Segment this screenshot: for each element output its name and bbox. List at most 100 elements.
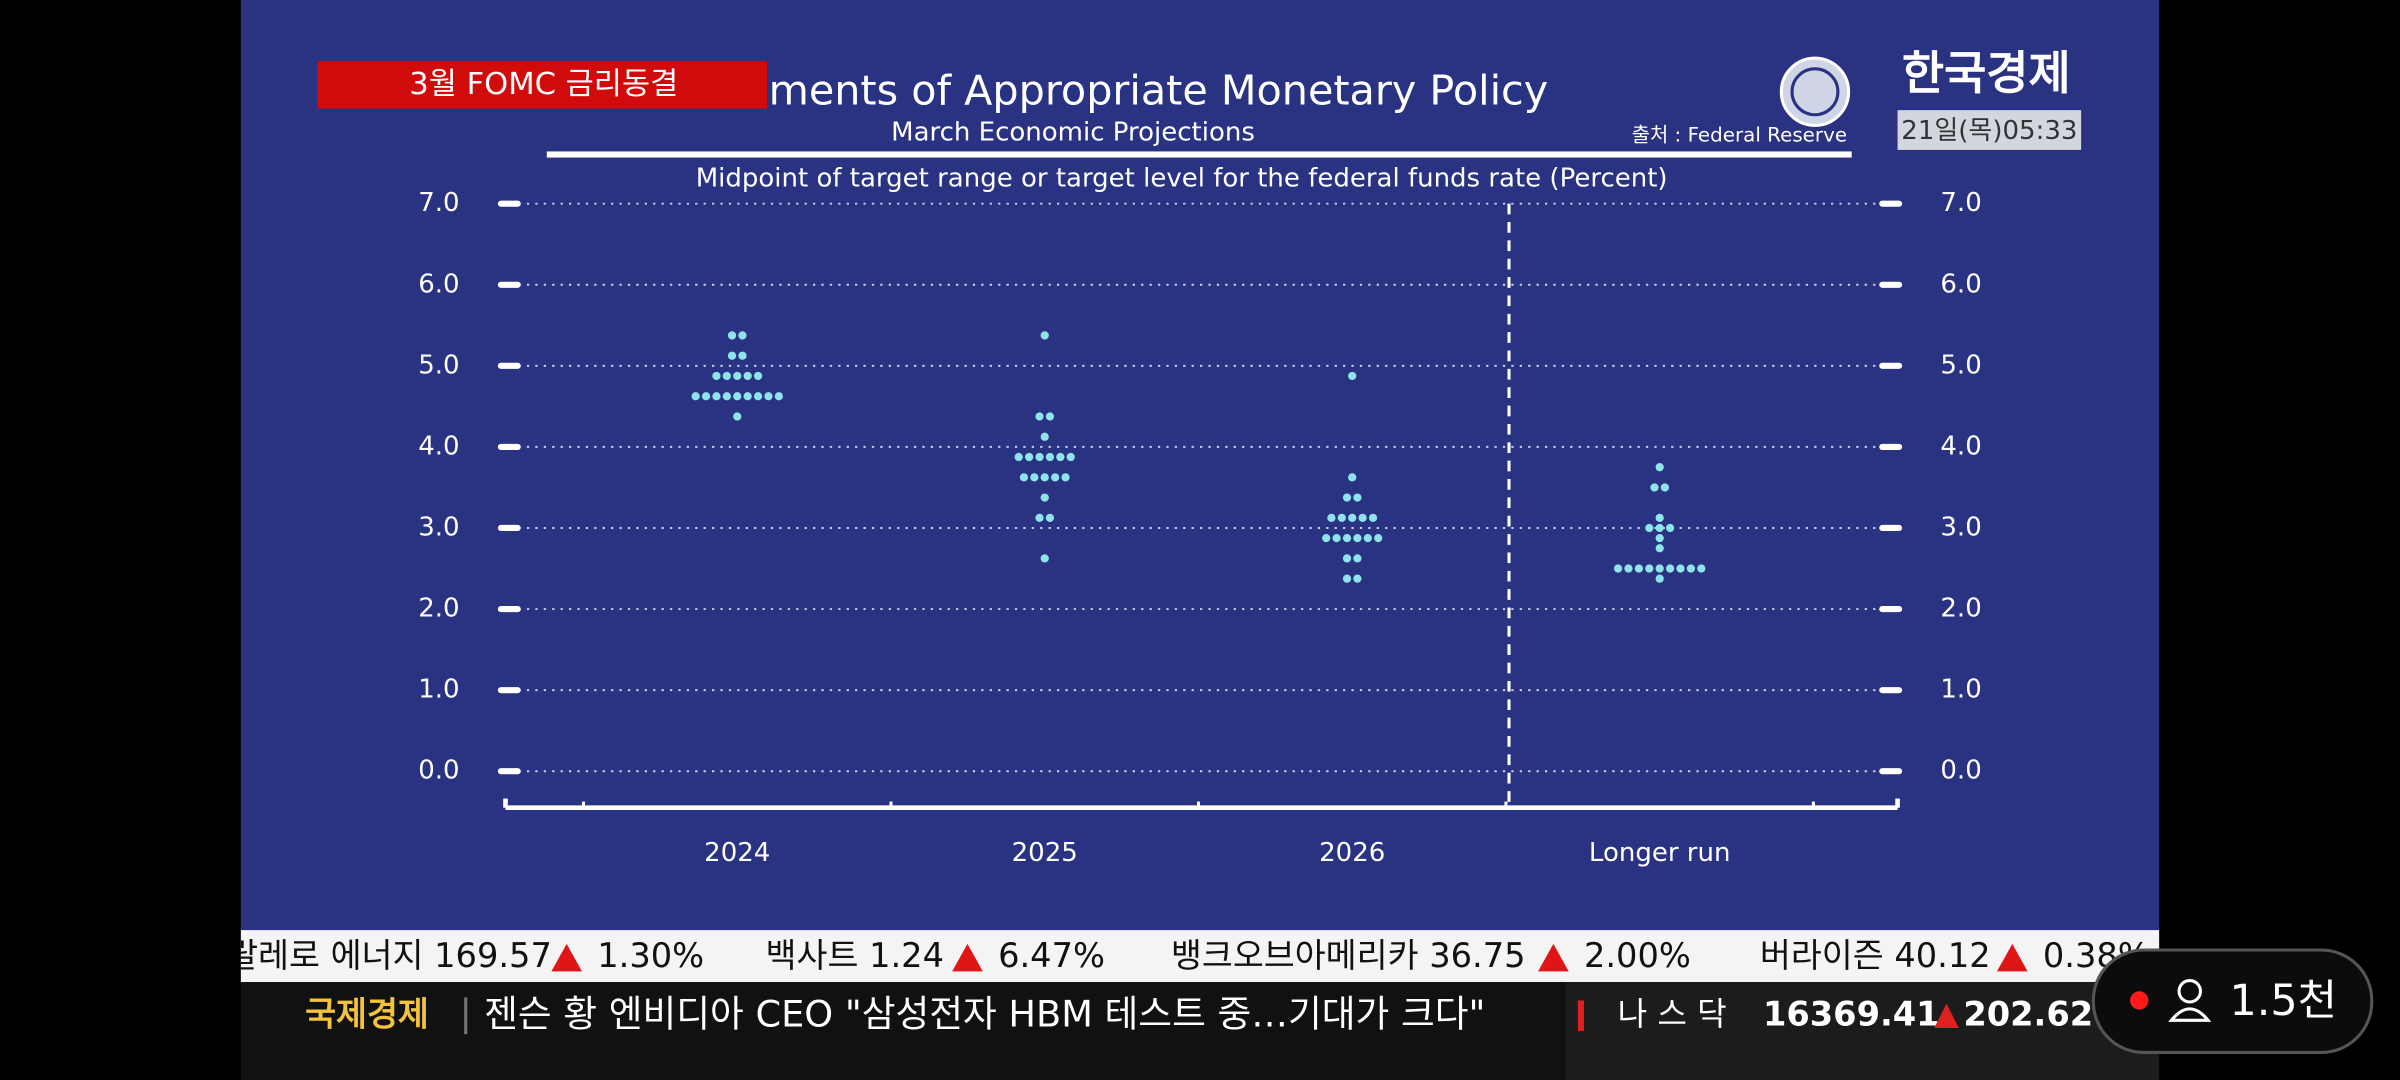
ticker-change: 6.47% [998, 936, 1105, 975]
dot [1056, 452, 1065, 462]
plot: 0.0 0.0 1.0 1.0 2.0 2.0 3.0 3.0 4.0 4.0 5.0 5.0 6.0 6… [418, 188, 1982, 868]
dot [743, 371, 752, 381]
ticker-label: 버라이즌 40.12 [1760, 936, 1991, 975]
dot [1655, 523, 1664, 533]
dot [1040, 432, 1049, 441]
up-arrow [1996, 943, 2028, 972]
dot [1660, 483, 1670, 492]
index-change: 202.62 [1963, 994, 2093, 1033]
dot [1040, 493, 1049, 502]
dot [1019, 473, 1029, 482]
dot [1348, 513, 1357, 522]
dot [1342, 574, 1352, 583]
dot [1650, 483, 1659, 492]
user-icon-body [2168, 1007, 2212, 1022]
dot [1353, 493, 1362, 502]
dot [1024, 452, 1034, 462]
dot [743, 392, 752, 401]
y-tick-label: 4.0 [418, 431, 459, 461]
dot [1035, 513, 1044, 522]
dot [1045, 412, 1055, 421]
dot [1624, 564, 1633, 573]
dot [733, 371, 742, 381]
y2-tick-label: 1.0 [1940, 675, 1981, 705]
dot [1045, 452, 1055, 462]
caption-box [317, 61, 768, 109]
y2-tick-label: 3.0 [1940, 512, 1981, 542]
dot [727, 351, 737, 360]
y-tick-label: 2.0 [418, 594, 459, 624]
user-icon-head [2177, 979, 2202, 1004]
y2-tick-label: 4.0 [1940, 431, 1981, 461]
dot [753, 371, 763, 381]
dot [1348, 371, 1357, 381]
dot [1061, 473, 1070, 482]
dot [1363, 533, 1372, 543]
dot [1676, 564, 1685, 573]
dot [1014, 452, 1023, 462]
dot [1342, 554, 1352, 563]
dot [1665, 523, 1675, 533]
x-tick-label: 2025 [1012, 838, 1078, 868]
dot [1655, 513, 1664, 522]
ticker-label: 뱅크오브아메리카 36.75 [1171, 936, 1526, 975]
y2-tick-label: 5.0 [1940, 350, 1981, 380]
dot [1686, 564, 1696, 573]
dot [712, 371, 721, 381]
dot [1655, 574, 1664, 583]
dot [1645, 564, 1654, 573]
viewer-count: 1.5천 [2230, 976, 2338, 1026]
y2-tick-label: 0.0 [1940, 756, 1981, 786]
dot [727, 331, 737, 340]
time-box [1897, 110, 2082, 150]
dot [1353, 533, 1362, 543]
dot [1697, 564, 1706, 573]
news-section: 국제경제 [305, 994, 429, 1033]
fed-seal-ring [1790, 67, 1840, 117]
y2-tick-label: 2.0 [1940, 594, 1981, 624]
up-arrow [1934, 1003, 1959, 1028]
y-tick-label: 1.0 [418, 675, 459, 705]
dot [1327, 513, 1336, 522]
viewer-badge[interactable] [2091, 948, 2374, 1054]
index-marker [1577, 1000, 1584, 1032]
caption: 3월 FOMC 금리동결 [409, 67, 678, 102]
y-tick-label: 6.0 [418, 269, 459, 299]
dot [1035, 452, 1044, 462]
title-rule [546, 151, 1852, 158]
index-band [1565, 982, 2160, 1080]
ticker: 랄레로 에너지 169.57 1.30% 백사트 1.24 6.47% 뱅크오브아메리카… [241, 936, 2150, 975]
y-tick-label: 7.0 [418, 188, 459, 218]
dot [722, 392, 731, 401]
dot [1645, 523, 1654, 533]
dot [1353, 574, 1362, 583]
y-tick-label: 0.0 [418, 756, 459, 786]
dot [738, 351, 747, 360]
y2-tick-label: 6.0 [1940, 269, 1981, 299]
dot [1613, 564, 1623, 573]
dot [1322, 533, 1331, 543]
index-value: 16369.41 [1763, 994, 1940, 1033]
dot [1358, 513, 1367, 522]
x-tick-label: 2024 [704, 838, 770, 868]
ticker-label: 백사트 1.24 [766, 936, 944, 975]
dot [764, 392, 773, 401]
dot [722, 371, 731, 381]
dot [753, 392, 763, 401]
live-dot [2130, 991, 2149, 1010]
dot [733, 392, 742, 401]
dot [1634, 564, 1644, 573]
y-axis-label: Midpoint of target range or target level… [696, 163, 1668, 193]
y-tick-label: 5.0 [418, 350, 459, 380]
ticker-change: 2.00% [1584, 936, 1691, 975]
dot [1030, 473, 1039, 482]
dot [1353, 554, 1362, 563]
dot [1332, 533, 1341, 543]
dot [1655, 564, 1664, 573]
dot [1342, 493, 1352, 502]
index-name: 나 스 닥 [1618, 995, 1727, 1033]
dot [738, 331, 747, 340]
x-tick-label: 2026 [1319, 838, 1385, 868]
